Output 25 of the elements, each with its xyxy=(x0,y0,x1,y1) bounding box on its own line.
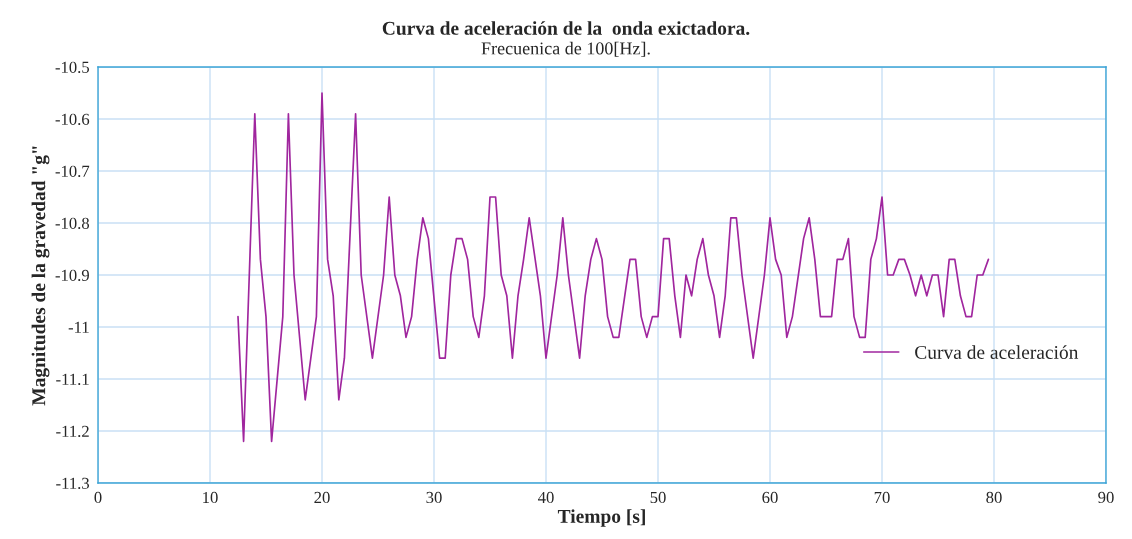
y-tick-label: -11.1 xyxy=(56,373,89,386)
line-series xyxy=(237,92,990,443)
y-tick-label: -10.7 xyxy=(55,165,90,178)
x-axis-title: Tiempo [s] xyxy=(557,509,645,527)
x-tick-label: 80 xyxy=(986,491,1002,504)
legend-label: Curva de aceleración xyxy=(915,345,1079,359)
y-tick-label: -11 xyxy=(68,321,89,333)
x-tick-label: 40 xyxy=(537,491,554,504)
y-tick-label: -11.3 xyxy=(56,477,90,490)
x-tick-label: 50 xyxy=(650,491,666,504)
x-tick-label: 10 xyxy=(203,491,218,504)
x-tick-label: 20 xyxy=(314,491,330,504)
y-tick-label: -10.8 xyxy=(55,217,90,230)
chart-title: Curva de aceleración de la onda exictadora. xyxy=(382,21,750,35)
x-tick-label: 30 xyxy=(426,491,442,504)
x-tick-label: 70 xyxy=(874,491,890,504)
y-tick-label: -11.2 xyxy=(56,425,89,438)
x-tick-label: 90 xyxy=(1098,491,1114,504)
y-tick-label: -10.9 xyxy=(55,269,89,282)
y-tick-label: -10.6 xyxy=(55,113,90,126)
chart-subtitle: Frecuenica de 100[Hz]. xyxy=(481,41,650,57)
y-axis-title: Magnitudes de la gravedad "g" xyxy=(31,146,50,406)
x-tick-label: 60 xyxy=(762,491,778,504)
y-tick-label: -10.5 xyxy=(55,61,90,74)
x-tick-label: 0 xyxy=(94,491,102,504)
